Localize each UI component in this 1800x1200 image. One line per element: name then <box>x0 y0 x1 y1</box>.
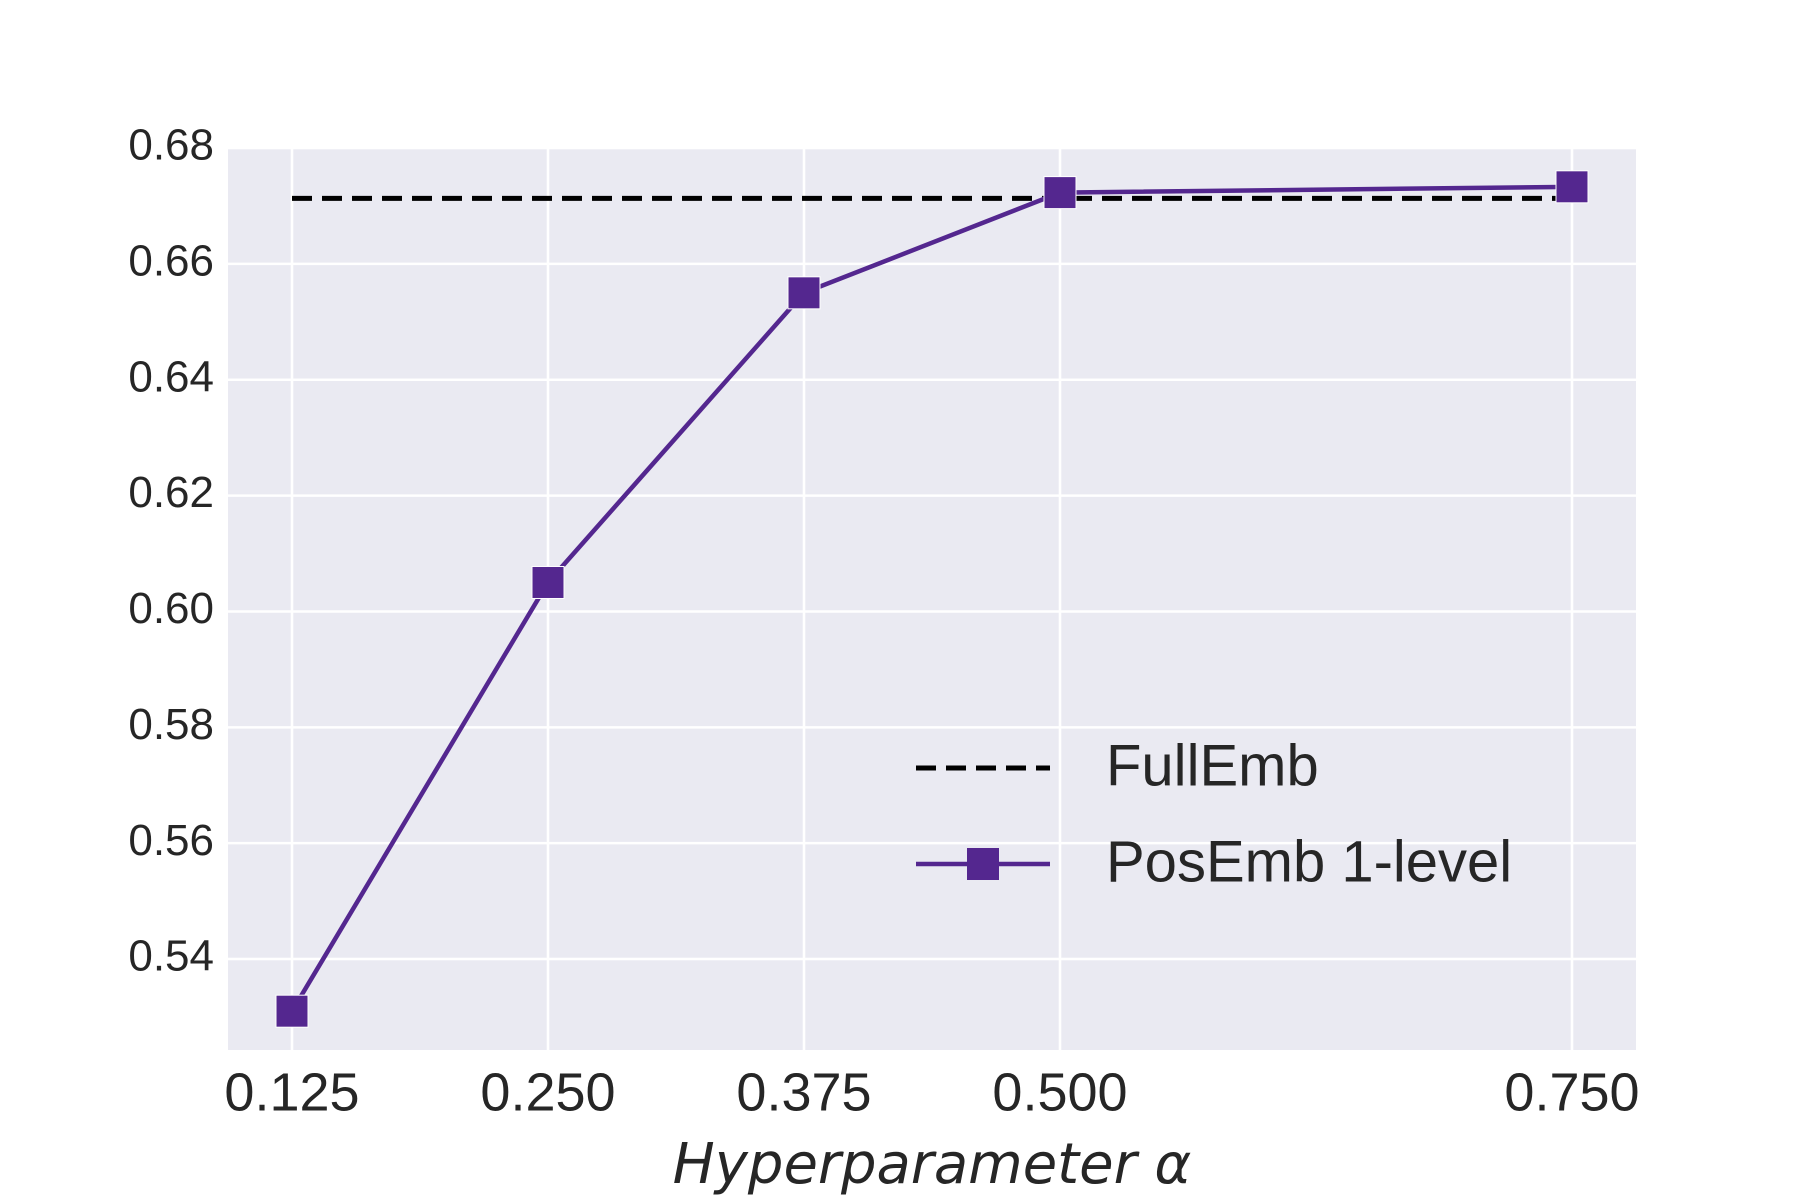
legend-marker <box>967 848 999 880</box>
point-marker <box>787 276 821 310</box>
y-tick-label: 0.68 <box>128 121 214 170</box>
x-tick-label: 0.500 <box>992 1062 1127 1122</box>
y-tick-label: 0.54 <box>128 932 214 981</box>
legend-label: FullEmb <box>1106 733 1319 798</box>
legend-label: PosEmb 1-level <box>1106 829 1512 894</box>
point-marker <box>1555 170 1589 204</box>
y-tick-label: 0.62 <box>128 468 214 517</box>
x-tick-label: 0.750 <box>1504 1062 1639 1122</box>
point-marker <box>1043 176 1077 210</box>
y-tick-label: 0.60 <box>128 584 214 633</box>
point-marker <box>275 994 309 1028</box>
x-tick-label: 0.125 <box>224 1062 359 1122</box>
y-tick-label: 0.66 <box>128 236 214 285</box>
y-tick-label: 0.56 <box>128 816 214 865</box>
plot-area <box>228 148 1636 1050</box>
point-marker <box>531 565 565 599</box>
y-tick-label: 0.64 <box>128 352 214 401</box>
x-tick-label: 0.250 <box>480 1062 615 1122</box>
x-axis-label: Hyperparameter α <box>673 1132 1192 1197</box>
y-tick-label: 0.58 <box>128 700 214 749</box>
x-tick-label: 0.375 <box>736 1062 871 1122</box>
